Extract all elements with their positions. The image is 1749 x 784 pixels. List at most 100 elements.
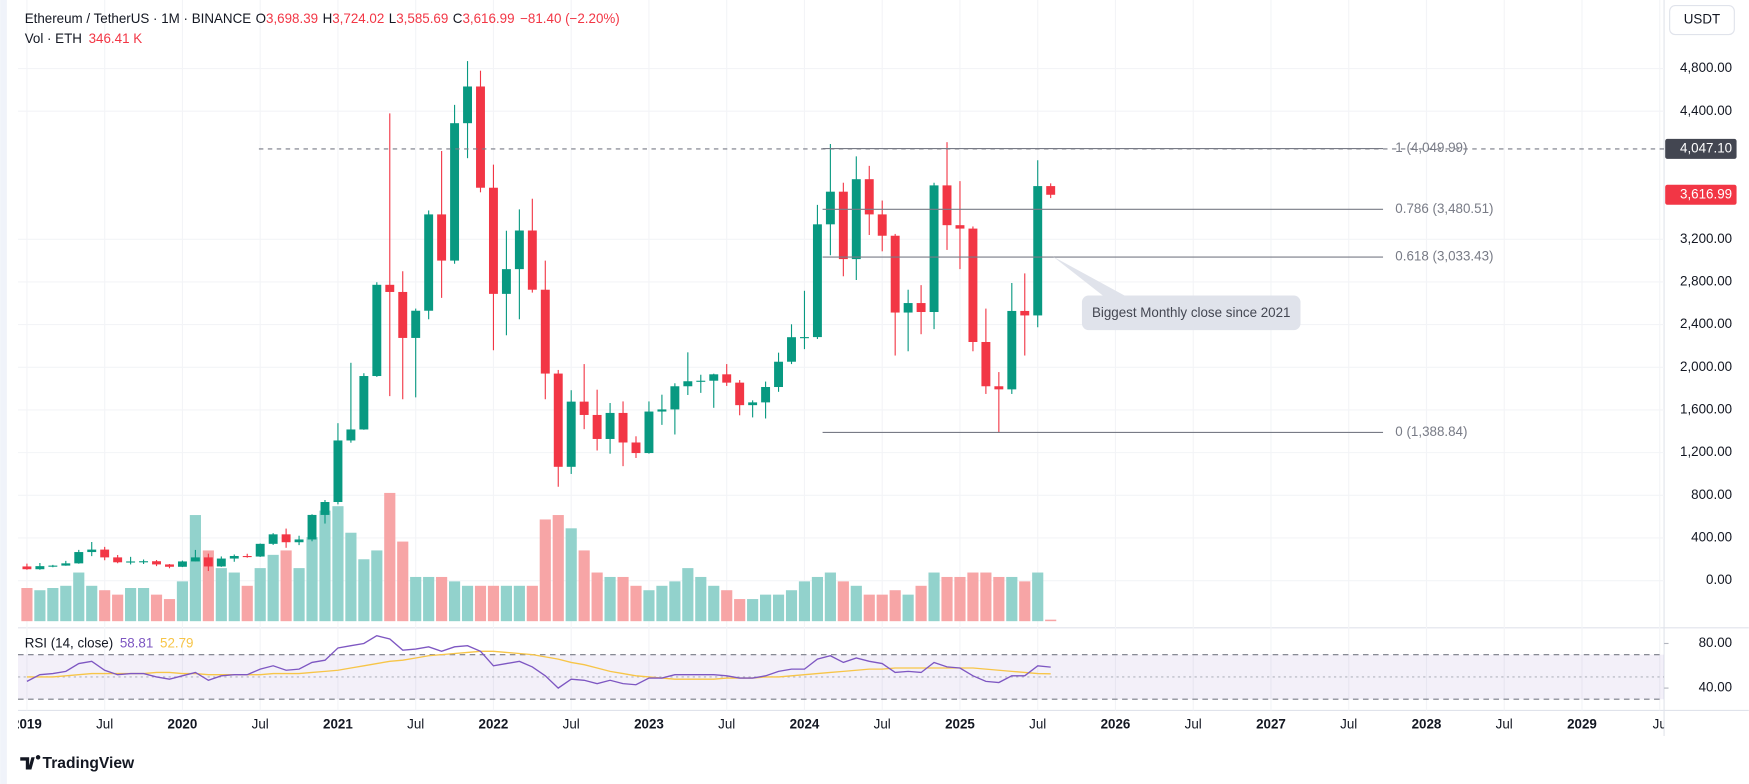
volume-bar [721, 590, 733, 622]
candle-body [722, 374, 732, 383]
x-tick-label: Jul [718, 716, 735, 731]
candle-body [683, 381, 693, 387]
candle-body [476, 86, 485, 188]
y-tick-label: 2,800.00 [1680, 273, 1732, 288]
candle-body [942, 185, 952, 226]
x-tick-label: Jul [252, 716, 269, 731]
candle-body [670, 386, 680, 410]
candle-body [450, 123, 460, 261]
candle-body [411, 310, 421, 338]
candle-body [553, 373, 563, 467]
volume-bar [643, 590, 655, 622]
volume-bar [915, 585, 927, 622]
candle-body [281, 534, 291, 543]
x-tick-label: 2027 [1256, 716, 1286, 731]
volume-bar [293, 568, 305, 622]
volume-bar [86, 585, 98, 622]
ohlc-key: O [256, 10, 266, 25]
ohlc-key: L [389, 10, 396, 25]
volume-bar [423, 576, 435, 622]
rsi-line [26, 634, 1051, 689]
x-tick-label: 2024 [790, 716, 820, 731]
candle-body [696, 380, 706, 382]
candle-body [761, 387, 771, 403]
candle-body [424, 214, 434, 311]
rsi-ma-value: 52.79 [160, 635, 193, 650]
volume-bar [578, 550, 590, 622]
volume-bar [319, 510, 331, 622]
candle-body [579, 401, 589, 415]
candle-body [514, 230, 524, 270]
candle-body [139, 561, 149, 563]
x-tick-label: Jul [563, 716, 580, 731]
y-tick-label: 3,200.00 [1680, 231, 1732, 246]
annotation-text: Biggest Monthly close since 2021 [1092, 305, 1291, 320]
x-tick-label: 2023 [634, 716, 664, 731]
volume-bar [332, 506, 344, 622]
currency-label[interactable]: USDT [1684, 12, 1720, 27]
candle-body [216, 558, 226, 567]
ohlc-value: 3,616.99 [462, 10, 514, 25]
currency-button[interactable] [1669, 5, 1735, 36]
volume-bar [993, 576, 1005, 622]
x-tick-label: 2019 [12, 716, 42, 731]
volume-bar [474, 585, 487, 622]
volume-bar [604, 576, 616, 622]
volume-bar [461, 585, 474, 622]
volume-bar [630, 585, 642, 622]
rsi-legend: RSI (14, close) 58.81 52.79 [25, 635, 194, 650]
x-tick-label: 2022 [479, 716, 509, 731]
x-tick-label: 2021 [323, 716, 353, 731]
volume-bar [150, 594, 163, 622]
candle-body [463, 86, 472, 124]
candle-body [955, 225, 965, 229]
volume-bar [487, 585, 500, 622]
candle-body [307, 514, 317, 540]
candle-body [851, 179, 861, 260]
left-edge [0, 0, 7, 784]
candle-body [398, 291, 408, 338]
candle-body [800, 337, 809, 339]
fib-label: 0.618 (3,033.43) [1395, 249, 1493, 264]
x-tick-label: Jul [96, 716, 113, 731]
candle-body [618, 412, 628, 443]
y-tick-label: 0.00 [1706, 572, 1732, 587]
annotation-pointer [1052, 256, 1127, 297]
volume-bar [176, 581, 189, 622]
volume-bar [448, 581, 461, 622]
volume-bar [254, 568, 266, 622]
candle-body [126, 561, 136, 563]
volume-bar [267, 554, 279, 622]
volume-bar [708, 585, 720, 622]
volume-bar [656, 585, 668, 622]
annotation-box [1081, 295, 1301, 331]
logo[interactable]: TradingView [20, 755, 135, 772]
volume-bar [397, 541, 409, 622]
candle-body [203, 557, 213, 567]
x-tick-label: 2025 [945, 716, 975, 731]
candle-body [735, 382, 745, 406]
candle-body [242, 555, 252, 558]
x-tick-label: Jul [1185, 716, 1202, 731]
candle-body [152, 561, 161, 565]
volume-bar [837, 581, 849, 622]
volume-bar [228, 572, 240, 622]
volume-bar [189, 515, 201, 622]
candle-body [87, 549, 97, 553]
candle-body [527, 230, 537, 290]
candle-body [437, 214, 447, 261]
candle-body [333, 440, 343, 503]
last-price-tag-text: 3,616.99 [1680, 186, 1732, 201]
price-line-tag-text: 4,047.10 [1680, 140, 1732, 155]
volume-bar [617, 576, 629, 622]
candle-body [385, 284, 395, 292]
candle-body [488, 187, 498, 294]
volume-bar [876, 594, 888, 622]
candle-body [968, 228, 978, 342]
ohlc-value: 3,585.69 [396, 10, 448, 25]
volume-bar [99, 590, 111, 622]
candle-body [916, 303, 926, 313]
x-tick-label: Jul [407, 716, 424, 731]
